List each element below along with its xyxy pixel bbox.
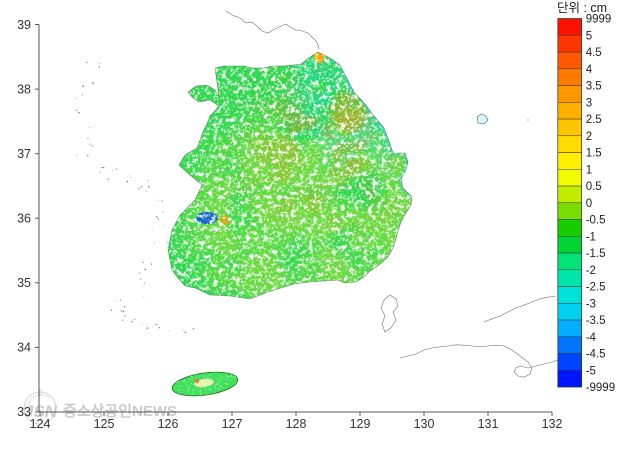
- svg-text:9999: 9999: [586, 14, 612, 26]
- svg-text:-3.5: -3.5: [586, 315, 606, 327]
- svg-text:0.5: 0.5: [586, 181, 602, 193]
- svg-text:4.5: 4.5: [586, 47, 602, 59]
- svg-text:1: 1: [586, 164, 592, 176]
- svg-text:-9999: -9999: [586, 382, 615, 394]
- svg-text:126: 126: [158, 417, 179, 431]
- svg-text:5: 5: [586, 30, 592, 42]
- svg-text:-1: -1: [586, 231, 596, 243]
- svg-text:130: 130: [414, 417, 435, 431]
- svg-text:36: 36: [17, 212, 31, 226]
- svg-text:-2.5: -2.5: [586, 282, 606, 294]
- svg-text:39: 39: [17, 18, 31, 32]
- svg-text:2: 2: [586, 131, 592, 143]
- svg-text:3.5: 3.5: [586, 81, 602, 93]
- svg-text:35: 35: [17, 276, 31, 290]
- svg-text:-5: -5: [586, 365, 596, 377]
- svg-text:2.5: 2.5: [586, 114, 602, 126]
- svg-text:34: 34: [17, 341, 31, 355]
- svg-text:132: 132: [542, 417, 563, 431]
- svg-text:-4.5: -4.5: [586, 349, 606, 361]
- svg-text:-2: -2: [586, 265, 596, 277]
- svg-text:38: 38: [17, 83, 31, 97]
- svg-text:-1.5: -1.5: [586, 248, 606, 260]
- svg-text:-3: -3: [586, 298, 596, 310]
- svg-text:0: 0: [586, 198, 592, 210]
- svg-text:-4: -4: [586, 332, 597, 344]
- svg-text:124: 124: [30, 417, 51, 431]
- svg-text:3: 3: [586, 97, 592, 109]
- svg-text:1.5: 1.5: [586, 148, 602, 160]
- svg-text:129: 129: [350, 417, 371, 431]
- svg-text:4: 4: [586, 64, 593, 76]
- svg-text:128: 128: [286, 417, 307, 431]
- svg-text:37: 37: [17, 147, 31, 161]
- svg-text:-0.5: -0.5: [586, 215, 606, 227]
- svg-text:125: 125: [94, 417, 115, 431]
- svg-text:131: 131: [478, 417, 499, 431]
- svg-text:127: 127: [222, 417, 243, 431]
